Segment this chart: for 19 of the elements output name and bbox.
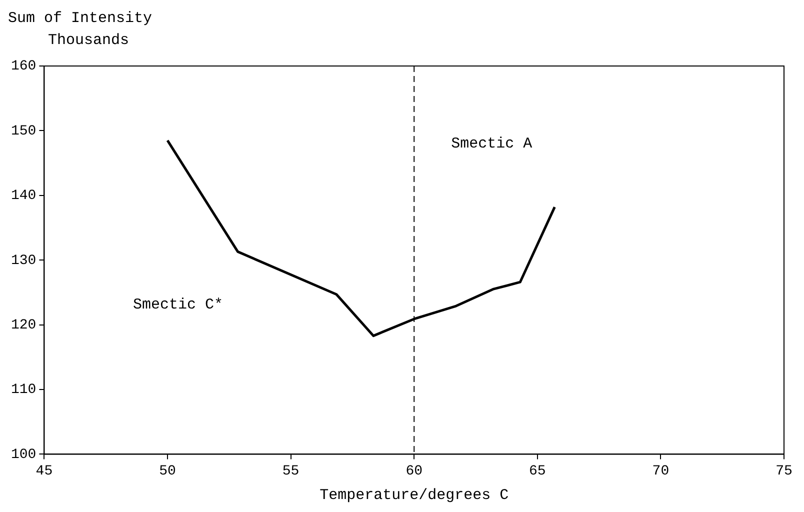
annotation: Smectic C*: [132, 296, 223, 314]
y-tick-label: 100: [10, 446, 36, 463]
x-tick-label: 65: [528, 463, 546, 480]
y-tick-label: 160: [10, 58, 36, 75]
x-tick-label: 55: [282, 463, 300, 480]
text: Thousands: [47, 31, 130, 51]
y-tick-label: 110: [10, 382, 36, 398]
y-tick-label: 120: [10, 318, 36, 334]
x-axis-title: Temperature/degrees C: [320, 486, 509, 504]
x-tick-label: 75: [776, 463, 792, 480]
y-tick-label: 150: [10, 123, 36, 140]
x-tick-label: 50: [159, 463, 176, 480]
y-tick-label: 130: [10, 252, 36, 269]
y-tick-label: 140: [10, 188, 36, 204]
annotation: Smectic A: [451, 136, 532, 153]
y-axis-title: Sum of Intensity: [8, 9, 152, 29]
x-tick-label: 70: [652, 463, 670, 480]
x-tick-label: 45: [36, 463, 53, 480]
x-tick-label: 60: [406, 463, 423, 480]
